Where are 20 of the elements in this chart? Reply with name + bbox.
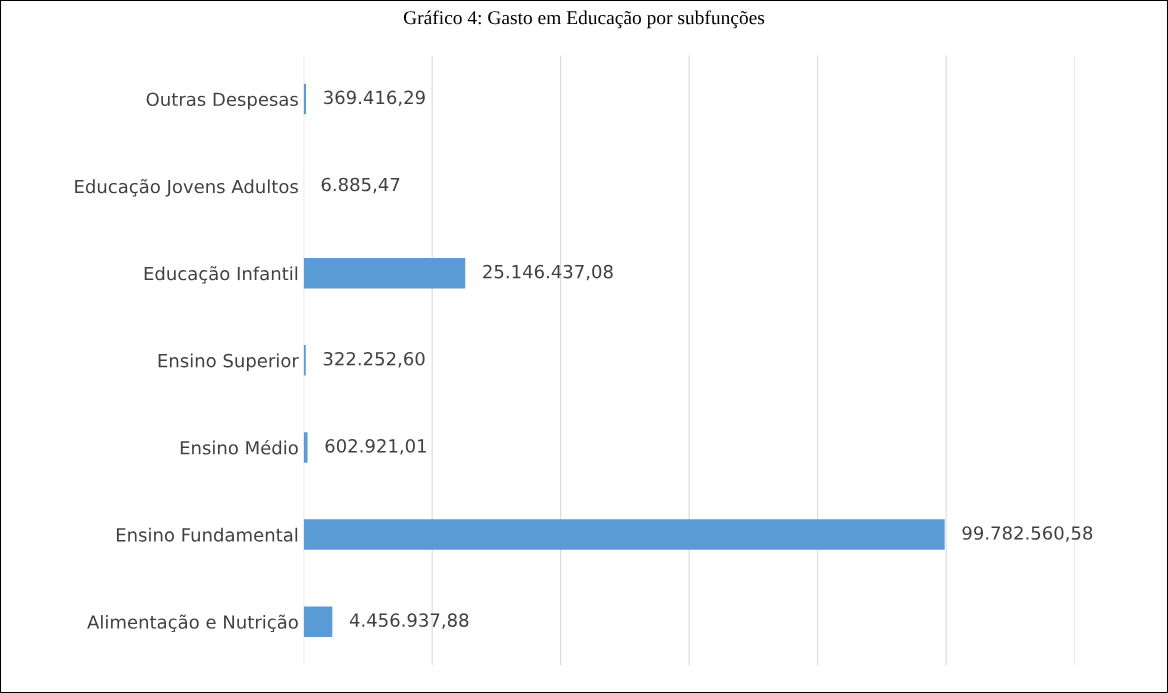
y-tick-label: Ensino Fundamental	[116, 527, 298, 542]
y-tick-label: Ensino Superior	[158, 353, 299, 371]
data-label: 25.146.437,08	[483, 264, 613, 281]
bar	[303, 345, 306, 376]
y-tick-label: Educação Jovens Adultos	[75, 179, 298, 197]
chart-title: Gráfico 4: Gasto em Educação por subfunções	[403, 10, 765, 29]
data-label: 6.885,47	[321, 177, 400, 194]
data-label: 602.921,01	[325, 439, 426, 455]
y-tick-label: Outras Despesas	[146, 92, 298, 110]
y-tick-label: Alimentação e Nutrição	[87, 614, 298, 633]
bar	[303, 519, 945, 550]
data-label: 4.456.937,88	[349, 613, 469, 629]
y-tick-label: Ensino Médio	[180, 439, 298, 455]
y-tick-label: Educação Infantil	[144, 266, 298, 284]
bar	[303, 432, 308, 463]
data-label: 369.416,29	[324, 90, 425, 107]
bar	[303, 606, 333, 637]
data-label: 322.252,60	[323, 351, 425, 368]
bar	[303, 257, 466, 289]
data-label: 99.782.560,58	[962, 526, 1093, 542]
